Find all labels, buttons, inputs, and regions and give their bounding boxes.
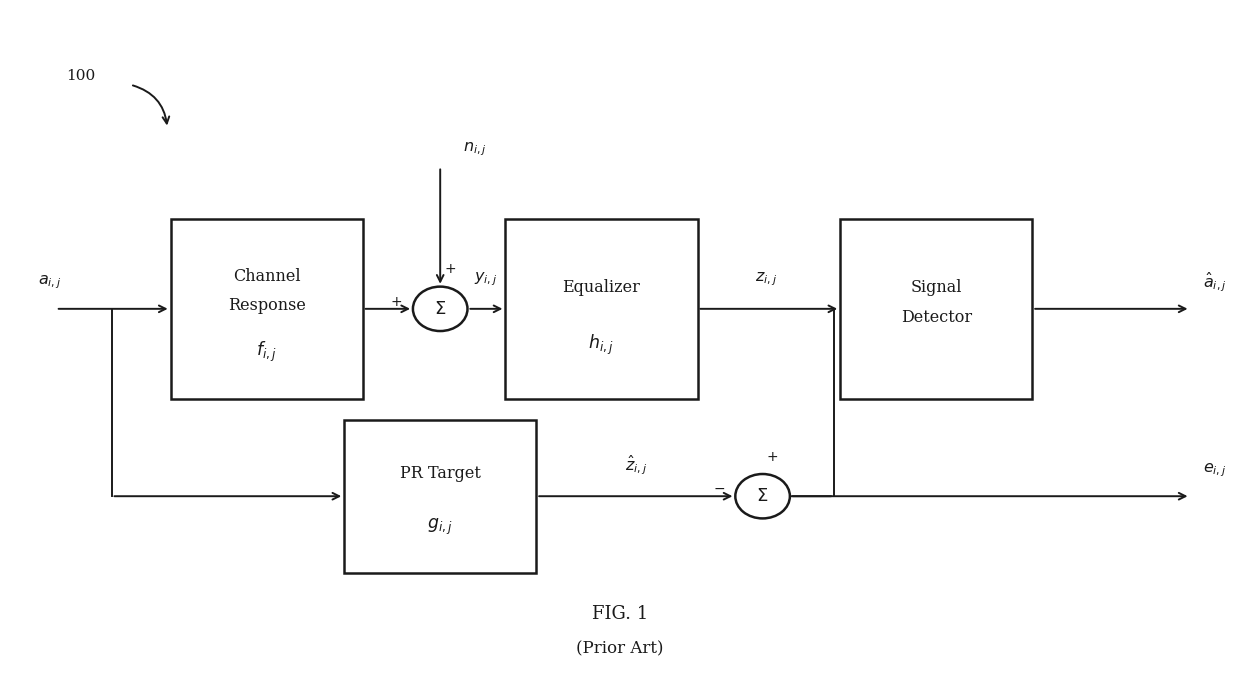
Text: $\Sigma$: $\Sigma$ [756, 487, 769, 505]
Text: $a_{i,j}$: $a_{i,j}$ [37, 273, 62, 291]
Text: 100: 100 [66, 69, 95, 83]
Text: Channel: Channel [233, 268, 300, 285]
Text: Response: Response [228, 297, 305, 314]
Text: Detector: Detector [900, 310, 972, 326]
Text: $h_{i,j}$: $h_{i,j}$ [589, 333, 614, 357]
Text: $y_{i,j}$: $y_{i,j}$ [475, 271, 498, 289]
Text: +: + [444, 262, 456, 276]
Text: $\hat{a}_{i,j}$: $\hat{a}_{i,j}$ [1203, 271, 1226, 294]
Text: $g_{i,j}$: $g_{i,j}$ [428, 516, 453, 537]
Bar [506, 219, 697, 399]
Text: $e_{i,j}$: $e_{i,j}$ [1203, 461, 1226, 479]
Text: Signal: Signal [910, 279, 962, 296]
Ellipse shape [735, 474, 790, 518]
Ellipse shape [413, 287, 467, 331]
Text: $\Sigma$: $\Sigma$ [434, 300, 446, 318]
Text: FIG. 1: FIG. 1 [591, 605, 649, 623]
Text: $n_{i,j}$: $n_{i,j}$ [463, 140, 487, 158]
Text: +: + [766, 450, 779, 464]
Text: $z_{i,j}$: $z_{i,j}$ [754, 271, 777, 289]
Bar [343, 420, 536, 573]
Text: (Prior Art): (Prior Art) [577, 641, 663, 657]
Text: $\hat{z}_{i,j}$: $\hat{z}_{i,j}$ [625, 453, 647, 477]
Text: $f_{i,j}$: $f_{i,j}$ [255, 340, 278, 364]
Bar [841, 219, 1033, 399]
Text: −: − [713, 482, 725, 496]
Bar [171, 219, 362, 399]
Text: Equalizer: Equalizer [563, 279, 640, 296]
Text: +: + [391, 295, 403, 309]
Text: PR Target: PR Target [399, 465, 481, 482]
